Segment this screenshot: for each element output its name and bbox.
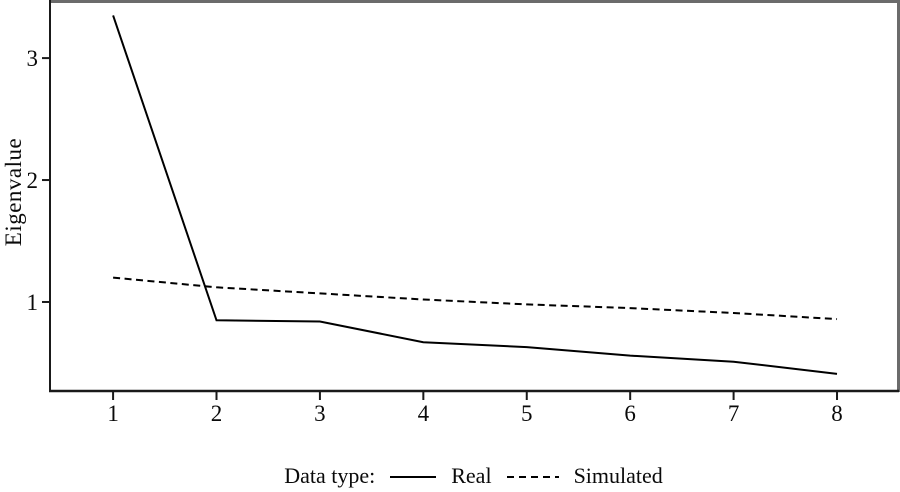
x-tick-label: 5 bbox=[521, 401, 533, 426]
x-tick-label: 3 bbox=[314, 401, 326, 426]
solid-line-sample-icon bbox=[390, 476, 437, 478]
x-tick-label: 2 bbox=[211, 401, 223, 426]
legend-title: Data type: bbox=[284, 463, 376, 488]
legend-label-real: Real bbox=[451, 463, 492, 488]
legend: Data type: Real Simulated bbox=[50, 461, 897, 491]
x-tick-label: 8 bbox=[831, 401, 843, 426]
y-tick-label: 3 bbox=[27, 46, 39, 71]
x-tick-label: 1 bbox=[107, 401, 119, 426]
x-tick-label: 4 bbox=[418, 401, 430, 426]
y-tick-label: 1 bbox=[27, 290, 39, 315]
x-tick-label: 7 bbox=[728, 401, 740, 426]
legend-label-simulated: Simulated bbox=[573, 463, 663, 488]
x-tick-label: 6 bbox=[624, 401, 636, 426]
y-tick-label: 2 bbox=[27, 168, 39, 193]
real-eigenvalue-line bbox=[112, 15, 838, 375]
simulated-eigenvalue-line bbox=[113, 276, 838, 321]
y-axis-title: Eigenvalue bbox=[1, 137, 26, 247]
dashed-line-sample-icon bbox=[506, 476, 559, 478]
